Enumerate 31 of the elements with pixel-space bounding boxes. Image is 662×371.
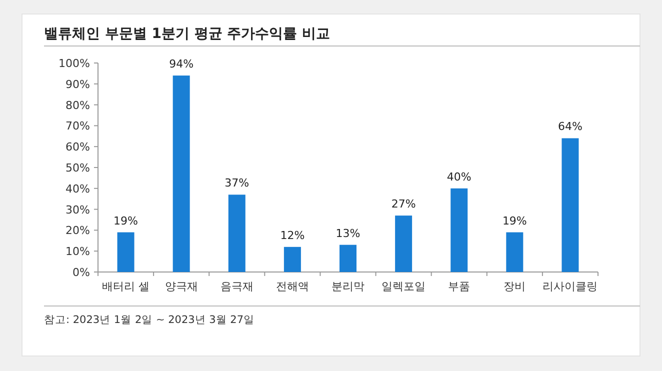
text: 참고: 2023년 1월 2일 ~ 2023년 3월 27일 [44, 314, 255, 326]
y-tick-label: 10% [66, 245, 90, 258]
y-tick-label: 90% [66, 78, 90, 91]
y-tick-label: 70% [66, 120, 90, 133]
y-tick-label: 0% [72, 266, 90, 279]
data-label: 94% [169, 58, 194, 71]
y-tick-label: 80% [66, 98, 90, 112]
chart-title: 밸류체인 부문별 1분기 평균 주가수익률 비교 [44, 26, 330, 42]
x-tick-label: 일렉포일 [382, 280, 426, 293]
x-tick-label: 전해액 [276, 280, 309, 293]
data-label: 12% [280, 228, 305, 242]
data-label: 37% [224, 176, 250, 190]
data-label: 64% [558, 120, 582, 134]
y-tick-label: 30% [66, 203, 90, 216]
x-tick-label: 부품 [448, 280, 470, 293]
x-tick-label: 배터리 셀 [102, 280, 150, 293]
y-tick-label: 60% [66, 140, 90, 154]
data-label: 13% [336, 226, 360, 240]
data-label: 19% [502, 214, 527, 228]
x-tick-label: 장비 [504, 280, 526, 293]
data-label: 40% [446, 170, 472, 184]
data-label: 19% [114, 214, 138, 228]
x-tick-label: 양극재 [164, 280, 198, 293]
data-label: 27% [391, 198, 416, 211]
y-tick-label: 100% [58, 57, 90, 70]
y-tick-label: 50% [66, 162, 90, 174]
x-tick-label: 리사이클링 [542, 280, 598, 293]
x-tick-label: 음극재 [220, 280, 254, 293]
y-tick-label: 40% [66, 182, 90, 196]
x-tick-label: 분리막 [332, 280, 364, 293]
y-tick-label: 20% [66, 224, 90, 238]
